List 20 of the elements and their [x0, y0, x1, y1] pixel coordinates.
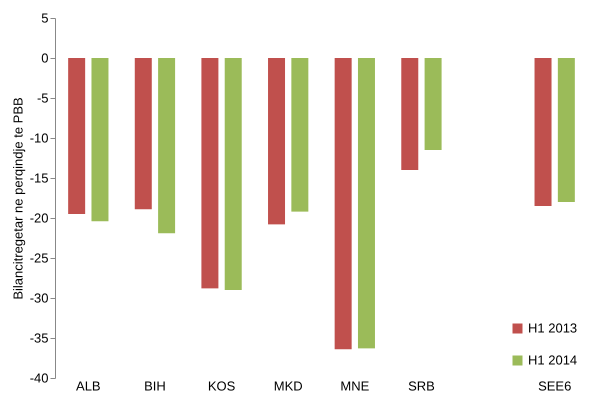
x-tick-label: ALB: [76, 378, 101, 394]
y-tick-label: -35: [30, 330, 48, 346]
y-tick-label: -10: [30, 130, 48, 146]
y-tick-label: -30: [30, 290, 48, 306]
legend-label: H1 2013: [528, 320, 578, 336]
y-tick-label: -5: [36, 90, 48, 106]
x-tick-label: SEE6: [538, 378, 572, 394]
y-tick-label: -25: [30, 250, 48, 266]
legend-label: H1 2014: [528, 352, 578, 368]
y-tick-label: 0: [41, 50, 48, 66]
x-tick-label: BIH: [144, 378, 166, 394]
x-tick-label: MKD: [274, 378, 303, 394]
y-axis-title: Bilancitregetar ne perqindje te PBB: [10, 97, 26, 300]
y-tick-label: 5: [41, 10, 48, 26]
x-tick-label: KOS: [208, 378, 236, 394]
y-tick-label: -15: [30, 170, 48, 186]
x-tick-label: MNE: [340, 378, 370, 394]
y-tick-label: -40: [30, 370, 48, 386]
y-tick-label: -20: [30, 210, 48, 226]
x-tick-label: SRB: [408, 378, 435, 394]
